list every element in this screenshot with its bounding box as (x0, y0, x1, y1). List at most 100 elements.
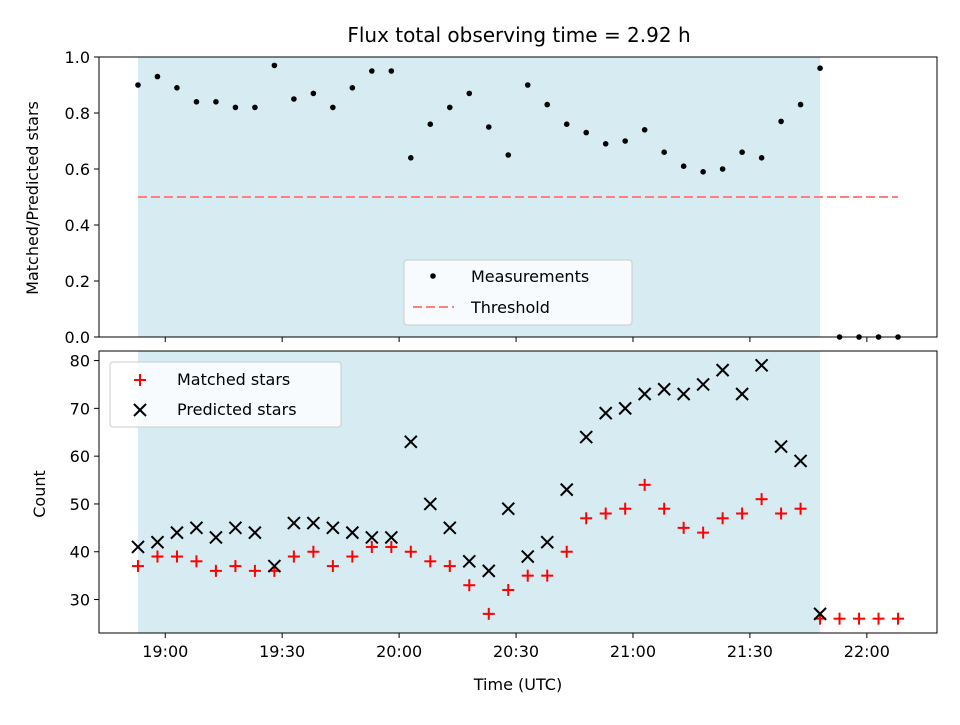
predicted-star-point (696, 377, 710, 392)
y-tick-label: 80 (70, 352, 90, 371)
matched-star-point (560, 545, 573, 558)
chart-title: Flux total observing time = 2.92 h (347, 23, 690, 47)
measurement-point (778, 118, 784, 125)
x-tick-label: 22:00 (844, 642, 890, 661)
predicted-star-point (813, 607, 827, 621)
matched-star-point (716, 512, 729, 525)
predicted-star-point (735, 387, 749, 401)
matched-star-point (229, 560, 242, 573)
predicted-star-point (501, 502, 515, 516)
matched-star-point (658, 502, 671, 515)
predicted-star-point (384, 530, 399, 545)
measurement-point (797, 101, 804, 108)
measurement-point (388, 68, 395, 74)
matched-star-point (248, 564, 261, 577)
predicted-star-point (598, 406, 613, 420)
predicted-star-point (618, 401, 632, 416)
matched-star-point (521, 569, 534, 582)
y-tick-label: 40 (70, 543, 90, 562)
matched-star-point (638, 478, 651, 491)
matched-star-point (619, 502, 632, 515)
measurement-point (661, 149, 667, 155)
predicted-star-point (521, 549, 535, 564)
predicted-star-point (150, 535, 165, 549)
predicted-star-point (248, 525, 262, 540)
legend-matched-marker (134, 374, 146, 386)
x-tick-label: 21:30 (727, 642, 773, 661)
measurement-point (427, 121, 434, 127)
matched-star-point (365, 540, 378, 553)
predicted-star-point (287, 516, 301, 530)
matched-star-point (775, 507, 788, 520)
predicted-star-point (774, 439, 788, 454)
predicted-star-point (365, 530, 379, 545)
x-tick-label: 20:30 (493, 642, 539, 661)
predicted-star-point (540, 535, 554, 549)
measurement-point (622, 138, 628, 144)
top-panel-ylabel: Matched/Predicted stars (23, 101, 42, 295)
measurement-point (252, 104, 258, 111)
matched-star-point (541, 569, 554, 582)
matched-star-point (385, 540, 398, 553)
predicted-star-point (579, 430, 593, 444)
measurement-point (641, 127, 648, 133)
predicted-star-point (462, 554, 476, 569)
predicted-star-point (326, 521, 340, 535)
measurement-point (485, 124, 492, 130)
matched-star-point (209, 564, 222, 577)
measurement-point (408, 155, 414, 161)
bottom-panel-frame (98, 350, 938, 634)
top-panel: 0.0 0.2 0.4 0.6 0.8 1.0 Matched/Predicted sta… (23, 48, 938, 347)
predicted-star-point (345, 525, 360, 540)
legend-threshold-label: Threshold (470, 298, 550, 317)
matched-star-point (326, 560, 339, 573)
matched-star-point (892, 612, 905, 625)
matched-star-point (677, 521, 690, 534)
legend-matched-label: Matched stars (177, 370, 290, 389)
measurement-point (174, 85, 180, 91)
measurement-point (680, 163, 687, 169)
predicted-star-point (793, 454, 808, 468)
predicted-star-point (715, 363, 730, 377)
predicted-star-point (754, 358, 769, 373)
bottom-legend: Matched stars Predicted stars (109, 361, 342, 428)
matched-star-point (580, 512, 593, 525)
matched-star-point (502, 583, 515, 596)
measurement-point (271, 62, 278, 69)
predicted-star-point (637, 387, 652, 401)
matched-star-point (872, 612, 885, 625)
matched-star-point (463, 579, 476, 592)
matched-star-point (346, 550, 359, 563)
measurement-point (135, 82, 141, 88)
matched-star-point (424, 555, 437, 568)
top-panel-frame (98, 56, 938, 338)
measurement-point (446, 104, 453, 111)
matched-star-point (404, 545, 417, 558)
measurement-point (505, 152, 512, 158)
top-legend-box (403, 259, 633, 326)
predicted-star-point (560, 482, 574, 497)
predicted-star-point (209, 530, 223, 545)
matched-star-point (443, 560, 456, 573)
matched-star-point (287, 550, 300, 563)
measurement-point (817, 65, 823, 71)
y-tick-label: 30 (70, 591, 90, 610)
predicted-star-point (306, 516, 321, 530)
matched-star-point (482, 607, 495, 620)
matched-star-point (131, 560, 144, 573)
measurement-point (602, 141, 609, 147)
bottom-panel: 30 40 50 60 70 80 19:00 19:30 20:00 20:30 21:00 21… (30, 350, 938, 694)
legend-measurements-label: Measurements (471, 267, 589, 286)
predicted-star-point (676, 387, 691, 401)
x-tick-label: 21:00 (610, 642, 656, 661)
predicted-star-point (404, 435, 418, 449)
y-tick-label: 0.6 (65, 160, 90, 179)
matched-star-point (307, 545, 320, 558)
y-tick-label: 70 (70, 399, 90, 418)
predicted-star-point (170, 525, 184, 540)
predicted-star-point (482, 564, 496, 578)
predicted-star-point (657, 382, 671, 396)
measurement-point (544, 101, 551, 108)
legend-predicted-marker (133, 403, 147, 417)
legend-predicted-label: Predicted stars (177, 400, 297, 419)
